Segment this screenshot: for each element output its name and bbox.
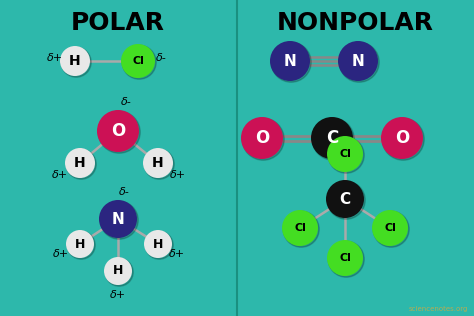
Text: C: C <box>326 129 338 147</box>
Circle shape <box>339 42 379 82</box>
Text: δ-: δ- <box>155 53 166 63</box>
Text: Cl: Cl <box>339 149 351 159</box>
Circle shape <box>283 211 319 247</box>
Text: sciencenotes.org: sciencenotes.org <box>409 306 468 312</box>
Circle shape <box>328 137 364 173</box>
Circle shape <box>241 117 283 159</box>
Circle shape <box>312 118 354 160</box>
Circle shape <box>100 201 138 239</box>
Text: O: O <box>395 129 409 147</box>
Text: O: O <box>255 129 269 147</box>
Circle shape <box>381 117 423 159</box>
Circle shape <box>326 180 364 218</box>
Text: δ-: δ- <box>120 97 131 107</box>
Text: POLAR: POLAR <box>71 11 165 35</box>
Circle shape <box>99 200 137 238</box>
Circle shape <box>373 211 409 247</box>
Circle shape <box>311 117 353 159</box>
Text: δ+: δ+ <box>169 249 185 259</box>
Circle shape <box>144 230 172 258</box>
Text: δ+: δ+ <box>52 170 68 180</box>
Text: δ+: δ+ <box>47 53 63 63</box>
Text: δ+: δ+ <box>170 170 186 180</box>
Circle shape <box>271 42 311 82</box>
Circle shape <box>122 45 156 79</box>
Text: Cl: Cl <box>294 223 306 233</box>
Circle shape <box>327 136 363 172</box>
Circle shape <box>105 258 133 286</box>
Circle shape <box>67 231 95 259</box>
Circle shape <box>372 210 408 246</box>
Text: δ-: δ- <box>118 187 129 197</box>
Circle shape <box>65 148 95 178</box>
Text: δ+: δ+ <box>53 249 69 259</box>
Text: H: H <box>152 156 164 170</box>
Text: Cl: Cl <box>132 56 144 66</box>
Circle shape <box>242 118 284 160</box>
Text: N: N <box>283 53 296 69</box>
Circle shape <box>66 149 96 179</box>
Circle shape <box>327 181 365 219</box>
Text: H: H <box>153 238 163 251</box>
Circle shape <box>61 47 91 77</box>
Text: H: H <box>69 54 81 68</box>
Circle shape <box>382 118 424 160</box>
Circle shape <box>282 210 318 246</box>
Circle shape <box>66 230 94 258</box>
Circle shape <box>143 148 173 178</box>
Circle shape <box>60 46 90 76</box>
Text: C: C <box>339 191 351 206</box>
Text: Cl: Cl <box>384 223 396 233</box>
Circle shape <box>97 110 139 152</box>
Circle shape <box>270 41 310 81</box>
Circle shape <box>328 241 364 277</box>
Circle shape <box>121 44 155 78</box>
Text: NONPOLAR: NONPOLAR <box>276 11 434 35</box>
Text: O: O <box>111 122 125 140</box>
Circle shape <box>327 240 363 276</box>
Circle shape <box>338 41 378 81</box>
Text: H: H <box>75 238 85 251</box>
Circle shape <box>145 231 173 259</box>
Circle shape <box>104 257 132 285</box>
Text: N: N <box>111 211 124 227</box>
Text: Cl: Cl <box>339 253 351 263</box>
Text: H: H <box>113 264 123 277</box>
Circle shape <box>98 111 140 153</box>
Text: H: H <box>74 156 86 170</box>
Circle shape <box>144 149 174 179</box>
Text: N: N <box>352 53 365 69</box>
Text: δ+: δ+ <box>110 290 126 300</box>
